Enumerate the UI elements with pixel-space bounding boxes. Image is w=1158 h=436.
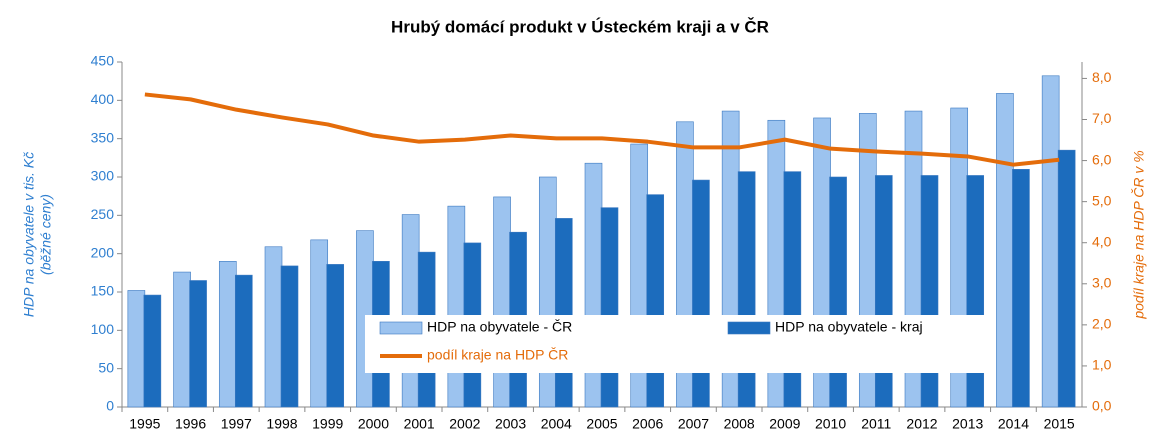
bar: [1041, 75, 1060, 408]
y-axis-title-line: HDP na obyvatele v tis. Kč: [21, 152, 37, 317]
legend-swatch: [379, 321, 423, 335]
x-tick-label: 2007: [678, 416, 709, 432]
bar: [326, 264, 345, 408]
bar: [996, 93, 1014, 408]
y2-tick-label: 2,0: [1092, 316, 1112, 332]
x-tick-label: 2013: [952, 416, 983, 432]
bar: [189, 280, 207, 408]
y2-tick-label: 0,0: [1092, 398, 1112, 414]
x-tick-label: 2001: [404, 416, 435, 432]
bar: [646, 194, 665, 408]
legend-label: podíl kraje na HDP ČR: [427, 347, 568, 363]
y2-tick-label: 4,0: [1092, 233, 1112, 249]
x-tick-label: 2015: [1044, 416, 1075, 432]
x-tick-label: 1996: [175, 416, 206, 432]
legend: [365, 315, 985, 373]
y2-tick-label: 8,0: [1092, 69, 1112, 85]
legend-swatch: [727, 321, 771, 335]
x-tick-label: 2000: [358, 416, 389, 432]
x-tick-label: 1998: [266, 416, 297, 432]
x-tick-label: 2006: [632, 416, 663, 432]
y-tick-label: 150: [91, 283, 115, 299]
x-tick-label: 2004: [541, 416, 572, 432]
y-tick-label: 100: [91, 321, 115, 337]
x-tick-label: 2008: [724, 416, 755, 432]
bar: [173, 271, 191, 408]
x-tick-label: 1995: [129, 416, 160, 432]
bar: [447, 205, 466, 408]
line: [144, 92, 1060, 167]
y-tick-label: 250: [91, 206, 115, 222]
y-tick-label: 300: [91, 168, 115, 184]
y2-tick-label: 6,0: [1092, 151, 1112, 167]
legend-label: HDP na obyvatele - ČR: [427, 319, 572, 335]
x-tick-label: 2014: [998, 416, 1029, 432]
x-tick-label: 2009: [769, 416, 800, 432]
bar: [234, 274, 253, 408]
bar: [310, 239, 329, 408]
y-axis-title: HDP na obyvatele v tis. Kč (běžné ceny): [21, 152, 54, 317]
x-tick-label: 2010: [815, 416, 846, 432]
x-tick-label: 1999: [312, 416, 343, 432]
bar: [600, 207, 619, 408]
x-tick-label: 2005: [586, 416, 617, 432]
y2-tick-label: 1,0: [1092, 357, 1112, 373]
y-tick-label: 50: [98, 359, 114, 375]
x-tick-label: 2002: [449, 416, 480, 432]
y2-axis-title: podíl kraje na HDP ČR v %: [1131, 150, 1147, 319]
y2-tick-label: 3,0: [1092, 274, 1112, 290]
x-tick-label: 2012: [906, 416, 937, 432]
y-tick-label: 450: [91, 53, 115, 69]
x-tick-label: 2011: [861, 416, 891, 432]
bar: [1012, 169, 1030, 408]
bar: [127, 290, 146, 408]
chart-title: Hrubý domácí produkt v Ústeckém kraji a …: [391, 17, 769, 36]
bar: [280, 265, 299, 408]
y-tick-label: 400: [91, 91, 115, 107]
bar: [143, 294, 162, 408]
y-tick-label: 0: [106, 398, 114, 414]
legend-label: HDP na obyvatele - kraj: [775, 319, 923, 335]
bar: [1057, 149, 1076, 408]
bar: [493, 196, 511, 408]
y2-tick-label: 7,0: [1092, 110, 1112, 126]
bar: [218, 261, 237, 408]
y-tick-label: 200: [91, 244, 115, 260]
y2-tick-label: 5,0: [1092, 192, 1112, 208]
x-tick-label: 2003: [495, 416, 526, 432]
bar: [264, 246, 283, 408]
y-tick-label: 350: [91, 129, 115, 145]
bar: [554, 218, 573, 408]
bar: [401, 214, 420, 408]
x-tick-label: 1997: [221, 416, 252, 432]
y2-axis-title-line: podíl kraje na HDP ČR v %: [1131, 150, 1147, 319]
y-axis-title-line: (běžné ceny): [38, 194, 54, 275]
